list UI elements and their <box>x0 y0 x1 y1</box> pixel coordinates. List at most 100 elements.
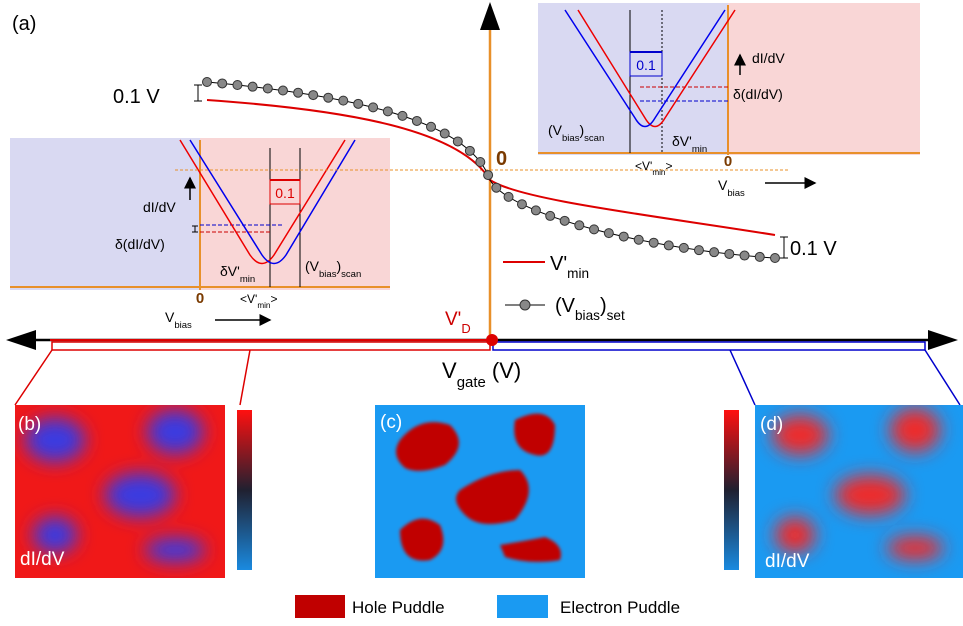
dot <box>368 102 379 113</box>
dot <box>202 77 212 87</box>
text-part: (V) <box>486 358 521 383</box>
delta-label: δ(dI/dV) <box>115 236 165 252</box>
panel-label: (a) <box>12 13 36 35</box>
dot <box>439 128 450 139</box>
dirac-label: V'D <box>445 309 471 336</box>
dot <box>217 78 228 89</box>
text-part: ) <box>600 295 607 317</box>
zero-label: 0 <box>196 290 204 307</box>
dot <box>618 231 629 242</box>
text-part: bias <box>174 320 192 331</box>
zero-label: 0 <box>724 153 732 170</box>
dot <box>603 228 614 239</box>
text-part: ) <box>336 258 341 274</box>
step-label: 0.1 <box>275 185 295 201</box>
dot <box>232 79 243 90</box>
x-label: Vbias <box>718 177 745 199</box>
delta-label: δ(dI/dV) <box>733 86 783 102</box>
dot <box>574 220 585 231</box>
bias-set-points <box>202 77 780 263</box>
panel-label: (d) <box>760 414 783 435</box>
dot <box>411 115 422 126</box>
dot <box>452 136 463 147</box>
text-part: min <box>240 274 255 285</box>
step-label: 0.1 <box>636 57 656 73</box>
dot <box>338 95 349 106</box>
dot <box>633 234 644 245</box>
dot <box>724 248 735 259</box>
text-part: δV' <box>220 263 240 279</box>
map-label: dI/dV <box>765 551 810 572</box>
dot <box>648 237 659 248</box>
panel-label: (c) <box>380 412 402 433</box>
dot <box>530 205 541 216</box>
dot <box>262 83 273 94</box>
colorbar <box>237 410 252 570</box>
dot <box>323 92 334 103</box>
inset-left-bg <box>10 138 390 326</box>
x-axis-label: Vgate (V) <box>442 358 521 391</box>
text-part: D <box>461 321 470 336</box>
dot <box>663 240 674 251</box>
text-part: > <box>270 292 277 306</box>
map-c <box>375 405 585 578</box>
text-part: <V' <box>240 292 257 306</box>
text-part: bias <box>319 269 337 280</box>
dot <box>464 145 475 156</box>
text-part: bias <box>727 188 745 199</box>
text-part: min <box>692 144 707 155</box>
dot <box>382 106 393 117</box>
delta-v-label: δV'min <box>672 133 707 155</box>
dot <box>247 81 258 92</box>
y-label: dI/dV <box>143 199 176 215</box>
text-part: V <box>165 309 175 325</box>
hole-swatch <box>295 595 345 618</box>
dot <box>709 247 720 258</box>
text-part: δV' <box>672 133 692 149</box>
dot <box>589 224 600 235</box>
scan-label: (Vbias)scan <box>305 258 361 280</box>
dot <box>739 250 750 261</box>
dot <box>426 121 437 132</box>
mean-label: <V'min> <box>240 292 277 310</box>
electron-swatch <box>497 595 548 618</box>
y-label: dI/dV <box>752 50 785 66</box>
text-part: V <box>442 358 457 383</box>
dot <box>559 215 570 226</box>
dot <box>353 98 364 109</box>
legend-entry: (Vbias)set <box>555 295 625 323</box>
text-part: <V' <box>635 159 652 173</box>
text-part: set <box>607 308 625 323</box>
dot <box>693 245 704 256</box>
dot <box>678 242 689 253</box>
dot <box>475 156 486 167</box>
text-part: min <box>652 168 665 177</box>
text-part: (V <box>548 122 563 138</box>
text-part: > <box>665 159 672 173</box>
delta-v-label: δV'min <box>220 263 255 285</box>
panel-label: (b) <box>18 414 41 435</box>
origin-label: 0 <box>496 148 507 170</box>
scan-label: (Vbias)scan <box>548 122 604 144</box>
map-d <box>755 405 963 578</box>
dot <box>754 251 765 262</box>
dot <box>545 210 556 221</box>
text-part: min <box>567 266 589 281</box>
text-part: gate <box>457 374 486 391</box>
mean-label: <V'min> <box>635 159 672 177</box>
dot <box>308 90 319 101</box>
dot <box>503 191 514 202</box>
dot <box>277 85 288 96</box>
colorbar <box>724 410 739 570</box>
dot <box>293 87 304 98</box>
text-part: scan <box>584 133 604 144</box>
scale-label: 0.1 V <box>790 238 837 260</box>
map-label: dI/dV <box>20 549 65 570</box>
dot <box>483 170 494 181</box>
text-part: scan <box>341 269 361 280</box>
dot <box>516 199 527 210</box>
text-part: V' <box>550 253 567 275</box>
legend-entry: Electron Puddle <box>560 598 680 617</box>
